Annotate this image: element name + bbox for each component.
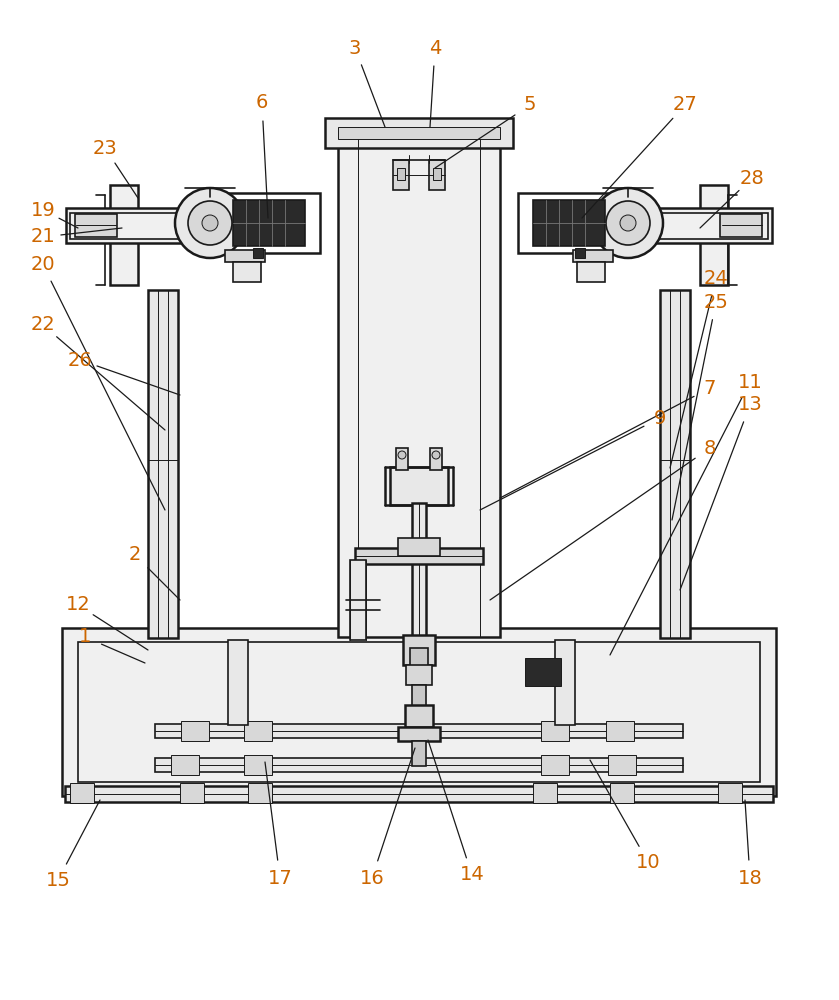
Text: 5: 5 <box>524 96 536 114</box>
Bar <box>518 193 618 253</box>
Text: 1: 1 <box>79 628 91 647</box>
Bar <box>225 250 265 262</box>
Circle shape <box>593 188 663 258</box>
Bar <box>410 648 428 666</box>
Text: 10: 10 <box>636 852 660 871</box>
Bar <box>110 185 138 285</box>
Text: 9: 9 <box>654 408 666 428</box>
Text: 21: 21 <box>31 228 55 246</box>
Bar <box>533 783 557 803</box>
Bar <box>350 560 366 640</box>
Text: 18: 18 <box>737 868 763 888</box>
Bar <box>525 658 561 686</box>
Bar <box>412 503 426 643</box>
Bar <box>398 727 440 741</box>
Text: 11: 11 <box>737 372 763 391</box>
Bar <box>180 783 204 803</box>
Bar <box>325 118 513 148</box>
Bar <box>577 262 605 282</box>
Circle shape <box>606 201 650 245</box>
Bar <box>355 548 483 564</box>
Bar <box>75 214 117 237</box>
Text: 19: 19 <box>31 200 55 220</box>
Bar <box>541 755 569 775</box>
Bar <box>575 248 585 258</box>
Circle shape <box>175 188 245 258</box>
Text: 6: 6 <box>256 94 268 112</box>
Text: 16: 16 <box>360 868 384 888</box>
Bar <box>718 783 742 803</box>
Bar <box>393 160 409 190</box>
Bar <box>233 262 261 282</box>
Text: 2: 2 <box>129 546 141 564</box>
Bar <box>62 628 776 796</box>
Bar <box>338 127 500 637</box>
Bar <box>573 250 613 262</box>
Bar <box>405 705 433 727</box>
Bar <box>78 642 760 782</box>
Circle shape <box>620 215 636 231</box>
Bar <box>430 448 442 470</box>
Text: 22: 22 <box>31 316 55 334</box>
Bar <box>608 755 636 775</box>
Text: 24: 24 <box>704 268 728 288</box>
Bar <box>390 467 448 505</box>
Bar <box>244 721 272 741</box>
Bar <box>396 448 408 470</box>
Bar <box>155 724 683 738</box>
Bar <box>433 168 441 180</box>
Bar <box>533 200 605 246</box>
Text: 3: 3 <box>349 38 361 57</box>
Bar <box>338 127 500 139</box>
Bar <box>412 741 426 766</box>
Bar <box>614 208 772 243</box>
Text: 4: 4 <box>429 38 441 57</box>
Bar <box>233 200 305 246</box>
Text: 27: 27 <box>673 96 697 114</box>
Text: 25: 25 <box>704 292 728 312</box>
Bar <box>70 213 180 239</box>
Text: 12: 12 <box>65 595 91 614</box>
Bar <box>700 185 728 285</box>
Bar <box>220 193 320 253</box>
Text: 28: 28 <box>740 168 764 188</box>
Bar <box>429 160 445 190</box>
Bar <box>171 755 199 775</box>
Bar <box>70 783 94 803</box>
Text: 20: 20 <box>31 255 55 274</box>
Text: 7: 7 <box>704 378 717 397</box>
Bar <box>658 213 768 239</box>
Bar <box>610 783 634 803</box>
Bar <box>406 665 432 685</box>
Bar <box>606 721 634 741</box>
Bar <box>148 290 178 638</box>
Bar <box>660 290 690 638</box>
Bar <box>397 168 405 180</box>
Bar <box>541 721 569 741</box>
Bar <box>398 538 440 556</box>
Text: 8: 8 <box>704 438 717 458</box>
Text: 26: 26 <box>68 351 92 369</box>
Bar <box>66 208 224 243</box>
Bar <box>155 758 683 772</box>
Circle shape <box>188 201 232 245</box>
Bar <box>412 685 426 725</box>
Text: 23: 23 <box>92 138 117 157</box>
Bar <box>244 755 272 775</box>
Circle shape <box>202 215 218 231</box>
Text: 15: 15 <box>45 870 70 890</box>
Text: 13: 13 <box>737 395 763 414</box>
Bar <box>181 721 209 741</box>
Text: 14: 14 <box>460 865 484 884</box>
Text: 17: 17 <box>268 868 292 888</box>
Circle shape <box>398 451 406 459</box>
Circle shape <box>432 451 440 459</box>
Bar <box>253 248 263 258</box>
Bar <box>248 783 272 803</box>
Bar <box>228 640 248 725</box>
Bar <box>403 635 435 665</box>
Bar <box>720 214 762 237</box>
Bar <box>65 786 773 802</box>
Bar <box>555 640 575 725</box>
